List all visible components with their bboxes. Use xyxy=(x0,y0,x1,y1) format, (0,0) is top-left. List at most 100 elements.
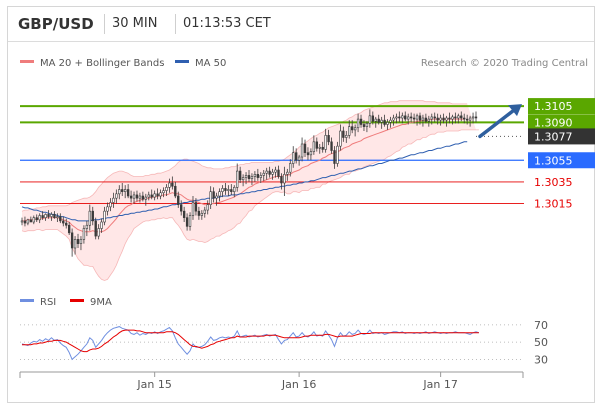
candle-body xyxy=(277,169,280,177)
candle xyxy=(79,236,83,251)
time-axis-label: Jan 17 xyxy=(422,378,457,391)
candle xyxy=(26,218,30,226)
candle-body xyxy=(221,188,224,192)
candle xyxy=(233,185,236,198)
candle-body xyxy=(309,151,313,156)
candle-body xyxy=(321,146,324,150)
candle xyxy=(35,214,38,222)
instrument-symbol: GBP/USD xyxy=(18,15,94,33)
level-tag-box xyxy=(528,98,595,115)
candle-body xyxy=(256,174,260,178)
candle xyxy=(412,113,416,124)
candle-body xyxy=(103,210,106,223)
candle xyxy=(70,228,74,257)
candle-body xyxy=(35,217,38,221)
candle-body xyxy=(106,206,109,212)
candle xyxy=(47,210,50,219)
candle-body xyxy=(203,209,206,214)
candle-body xyxy=(365,123,369,127)
candle xyxy=(401,112,404,124)
candle xyxy=(121,183,124,196)
candle xyxy=(129,190,133,203)
candle xyxy=(321,141,324,153)
candle xyxy=(191,196,195,220)
candle-body xyxy=(244,175,248,178)
ma50-legend-label: MA 50 xyxy=(195,58,226,69)
candle-body xyxy=(427,118,431,122)
candle xyxy=(177,191,180,208)
candle xyxy=(380,116,383,129)
candle xyxy=(73,236,77,255)
candle-body xyxy=(82,228,86,240)
candle xyxy=(100,218,103,233)
candle xyxy=(448,112,451,124)
candle-body xyxy=(112,197,115,203)
candle xyxy=(312,135,316,155)
candle xyxy=(460,111,463,122)
candle xyxy=(345,131,348,143)
candle xyxy=(407,113,410,125)
candle xyxy=(115,189,118,204)
candle-body xyxy=(415,115,419,120)
candle-body xyxy=(171,182,174,187)
candle-body xyxy=(218,191,221,197)
candle xyxy=(182,206,186,222)
candle-body xyxy=(471,116,475,119)
candle-body xyxy=(230,189,233,192)
candle xyxy=(318,144,321,154)
candle xyxy=(463,113,466,124)
candle xyxy=(82,225,86,244)
projection-arrow-shaft xyxy=(478,108,516,139)
candle xyxy=(138,192,142,203)
candle xyxy=(206,200,209,215)
candle xyxy=(126,184,130,199)
level-tag-1-3105: 1.3105 xyxy=(528,98,595,115)
candle-body xyxy=(185,217,189,227)
time-axis-label: Jan 15 xyxy=(136,378,171,391)
ma50-line xyxy=(21,141,468,222)
candle-body xyxy=(109,202,112,208)
candle-body xyxy=(433,116,436,119)
candle-body xyxy=(424,117,428,122)
candle xyxy=(292,146,295,168)
candle-body xyxy=(289,163,292,173)
candle xyxy=(353,124,357,137)
candle xyxy=(300,137,304,162)
candle xyxy=(215,192,218,206)
candle-body xyxy=(350,126,354,131)
candle-body xyxy=(150,194,153,198)
candle-body xyxy=(144,196,148,200)
candle xyxy=(421,114,425,127)
candle xyxy=(395,113,398,124)
candle-body xyxy=(88,210,91,226)
candle-body xyxy=(73,239,77,249)
candle xyxy=(274,166,277,178)
candle-body xyxy=(59,216,62,222)
candle-body xyxy=(315,141,318,149)
level-label-1-3035: 1.3035 xyxy=(534,176,573,189)
candle xyxy=(386,119,389,130)
candle-body xyxy=(368,115,372,124)
candle xyxy=(162,187,165,198)
level-tag-box xyxy=(528,114,595,131)
candle xyxy=(439,114,442,126)
candle-body xyxy=(165,187,168,191)
candle xyxy=(280,173,283,190)
candle-body xyxy=(194,202,198,212)
candle xyxy=(159,189,162,200)
candle-body xyxy=(253,174,257,177)
candle xyxy=(32,215,35,225)
candle-body xyxy=(174,185,177,197)
candle-body xyxy=(233,187,236,192)
candle xyxy=(168,178,171,193)
candle xyxy=(241,174,245,187)
level-tag-label: 1.3077 xyxy=(534,130,573,143)
candle xyxy=(150,189,153,200)
candle xyxy=(147,191,150,201)
candle xyxy=(424,113,428,124)
candle-body xyxy=(126,189,130,197)
rsi-ma-legend-label: 9MA xyxy=(90,297,112,308)
candle-body xyxy=(353,127,357,131)
candle xyxy=(65,218,68,229)
